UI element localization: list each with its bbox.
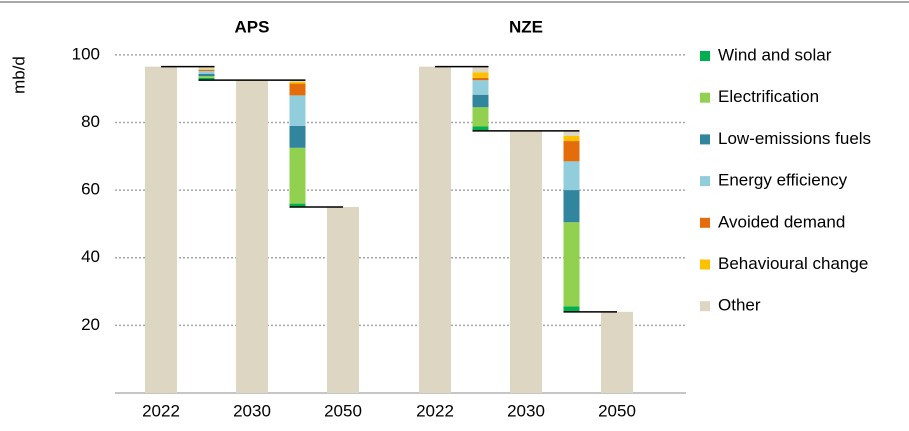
legend-swatch — [700, 301, 710, 312]
step-segment — [289, 147, 306, 204]
panel-title: APS — [235, 17, 270, 36]
step-segment — [198, 69, 215, 71]
x-tick-label: 2022 — [142, 401, 180, 420]
step-segment — [289, 203, 306, 207]
step-segment — [563, 135, 580, 142]
legend-swatch — [700, 176, 710, 187]
y-tick-label: 40 — [81, 247, 100, 266]
total-bar — [327, 207, 359, 393]
legend-swatch — [700, 92, 710, 103]
legend-label: Wind and solar — [718, 45, 832, 64]
step-segment — [289, 80, 306, 82]
x-tick-label: 2030 — [507, 401, 545, 420]
total-bar — [419, 66, 451, 394]
step-segment — [563, 161, 580, 191]
y-tick-label: 60 — [81, 180, 100, 199]
step-segment — [563, 141, 580, 162]
y-tick-label: 20 — [81, 315, 100, 334]
step-segment — [198, 76, 215, 78]
legend-label: Electrification — [718, 87, 819, 106]
legend-swatch — [700, 217, 710, 228]
legend-label: Energy efficiency — [718, 171, 848, 190]
step-segment — [198, 77, 215, 81]
step-segment — [472, 126, 489, 131]
y-axis-label: mb/d — [9, 56, 28, 94]
step-segment — [472, 77, 489, 81]
step-segment — [472, 66, 489, 73]
step-segment — [563, 222, 580, 307]
legend-label: Low-emissions fuels — [718, 129, 871, 148]
y-tick-label: 100 — [72, 44, 100, 63]
step-segment — [289, 125, 306, 148]
x-tick-label: 2022 — [416, 401, 454, 420]
total-bar — [145, 66, 177, 394]
step-segment — [198, 70, 215, 72]
legend-label: Avoided demand — [718, 212, 845, 231]
step-segment — [472, 94, 489, 108]
legend-swatch — [700, 51, 710, 61]
step-segment — [289, 81, 306, 84]
x-tick-label: 2050 — [324, 401, 362, 420]
step-segment — [289, 95, 306, 126]
total-bar — [510, 130, 542, 393]
step-segment — [472, 80, 489, 95]
legend-label: Other — [718, 296, 761, 315]
legend-swatch — [700, 134, 710, 145]
step-segment — [198, 73, 215, 77]
step-segment — [198, 71, 215, 74]
panel-title: NZE — [509, 17, 543, 36]
step-segment — [472, 107, 489, 127]
total-bar — [236, 80, 268, 393]
legend-swatch — [700, 259, 710, 270]
total-bar — [601, 311, 633, 393]
step-segment — [289, 83, 306, 96]
y-tick-label: 80 — [81, 112, 100, 131]
legend-label: Behavioural change — [718, 254, 868, 273]
step-segment — [563, 130, 580, 136]
step-segment — [563, 190, 580, 223]
step-segment — [472, 72, 489, 78]
x-tick-label: 2050 — [598, 401, 636, 420]
step-segment — [198, 66, 215, 70]
x-tick-label: 2030 — [233, 401, 271, 420]
step-segment — [563, 306, 580, 312]
